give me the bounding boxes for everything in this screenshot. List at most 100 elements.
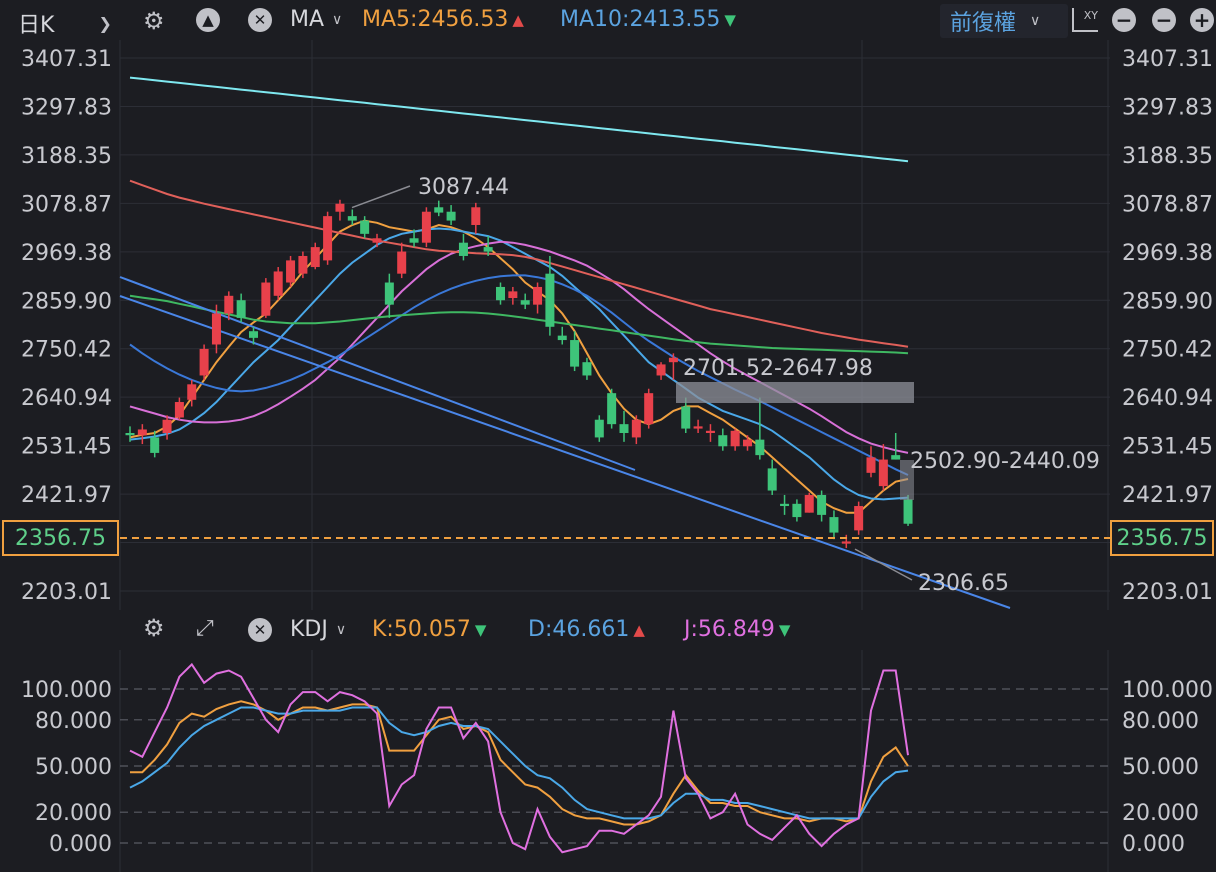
y-tick-label: 2969.38 — [1122, 241, 1213, 266]
kdj-selector[interactable]: KDJ ∨ — [290, 617, 346, 642]
kdj-toolbar: ⚙ ⤢ ✕ KDJ ∨ K:50.057 ▼ D:46.661 ▲ J:56.8… — [0, 610, 1216, 650]
down-arrow-icon: ▼ — [474, 620, 487, 639]
chevron-down-icon: ∨ — [1030, 13, 1041, 29]
up-arrow-icon: ▲ — [512, 10, 524, 29]
candle — [372, 233, 382, 248]
gear-icon[interactable]: ⚙ — [143, 614, 165, 642]
candle — [780, 494, 790, 515]
candle — [533, 282, 543, 314]
period-label: 日K — [18, 13, 55, 38]
y-tick-label: 2203.01 — [21, 580, 112, 605]
candle — [150, 430, 160, 458]
k-legend: K:50.057 ▼ — [372, 617, 486, 642]
candle — [817, 490, 827, 522]
down-arrow-icon: ▼ — [778, 620, 791, 639]
candle — [323, 211, 333, 265]
kdj-y-tick-label: 80.000 — [1122, 709, 1199, 734]
y-tick-label: 2750.42 — [1122, 338, 1213, 363]
gap-zone-upper — [676, 382, 914, 403]
moving-average-lines — [129, 76, 909, 514]
down-arrow-icon: ▼ — [724, 10, 736, 29]
candle — [520, 293, 530, 310]
candle — [162, 415, 172, 440]
zoom-out-icon[interactable]: − — [1112, 8, 1136, 32]
trend-lines — [119, 276, 1011, 609]
y-tick-label: 2421.97 — [21, 483, 112, 508]
shrink-icon[interactable]: − — [1152, 8, 1176, 32]
candle — [767, 459, 777, 495]
current-price-label-right: 2356.75 — [1110, 520, 1214, 556]
zoom-in-icon[interactable]: + — [1190, 8, 1214, 32]
candle — [668, 353, 678, 380]
main-grid — [119, 40, 1110, 610]
gear-icon[interactable]: ⚙ — [143, 7, 165, 35]
candle — [471, 202, 481, 234]
candlestick-chart[interactable]: 3087.44 2701.52-2647.98 2502.90-2440.09 230… — [0, 40, 1216, 610]
candle — [545, 255, 555, 336]
candle — [397, 242, 407, 279]
trend-line-lower — [119, 295, 1011, 609]
xy-label: XY — [1083, 9, 1098, 22]
kdj-y-axis-right: 100.000 80.000 50.000 20.000 0.000 — [1122, 678, 1213, 857]
adjust-selector[interactable]: 前復權 ∨ — [940, 4, 1068, 38]
y-tick-label: 3188.35 — [21, 144, 112, 169]
candle — [619, 410, 629, 442]
candle — [458, 233, 468, 261]
ma-line-ma250 — [129, 76, 909, 163]
current-price-label-left: 2356.75 — [2, 520, 119, 556]
candle — [199, 344, 209, 380]
candle — [347, 209, 357, 225]
high-price-label: 3087.44 — [418, 175, 509, 200]
chevron-down-icon: ∨ — [335, 621, 347, 638]
y-tick-label: 2421.97 — [1122, 483, 1213, 508]
close-icon[interactable]: ✕ — [248, 8, 272, 32]
kdj-y-tick-label: 100.000 — [1122, 678, 1213, 703]
candle — [508, 286, 518, 305]
kdj-y-tick-label: 20.000 — [35, 801, 112, 826]
candle — [236, 293, 246, 323]
candle — [434, 200, 444, 217]
ma-line-ma10 — [129, 227, 909, 501]
candle — [693, 419, 703, 434]
j-value: J:56.849 — [684, 617, 775, 642]
y-tick-label: 2640.94 — [21, 386, 112, 411]
candle — [211, 304, 221, 354]
candle — [298, 251, 308, 279]
kdj-y-tick-label: 100.000 — [21, 678, 112, 703]
candle — [891, 433, 901, 460]
collapse-icon[interactable]: ▲ — [196, 8, 220, 32]
y-tick-label: 2750.42 — [21, 338, 112, 363]
xy-axis-icon[interactable]: XY — [1072, 8, 1098, 32]
y-tick-label: 2969.38 — [21, 241, 112, 266]
y-tick-label: 3078.87 — [21, 192, 112, 217]
adjust-label: 前復權 — [950, 11, 1017, 36]
candle — [582, 357, 592, 380]
y-tick-label: 3078.87 — [1122, 192, 1213, 217]
candle — [878, 444, 888, 491]
gap-zone-lower-label: 2502.90-2440.09 — [910, 449, 1100, 474]
candle — [224, 291, 234, 321]
ma-line-ma30 — [129, 274, 909, 476]
trend-line-upper — [119, 276, 636, 471]
kdj-chart[interactable]: 100.000 80.000 50.000 20.000 0.000 100.000 80… — [0, 650, 1216, 872]
period-selector[interactable]: 日K ❯ — [18, 7, 112, 39]
y-tick-label: 2859.90 — [21, 289, 112, 314]
candle — [792, 499, 802, 522]
close-icon[interactable]: ✕ — [248, 618, 272, 642]
expand-icon[interactable]: ⤢ — [196, 616, 214, 641]
kdj-y-tick-label: 80.000 — [35, 709, 112, 734]
kdj-line-d — [129, 706, 909, 820]
candle — [310, 242, 320, 270]
chevron-down-icon: ❯ — [98, 13, 112, 33]
indicator-selector[interactable]: MA ∨ — [290, 7, 342, 32]
candle — [273, 267, 283, 301]
candle — [866, 446, 876, 478]
ma-line-ma120 — [129, 179, 909, 348]
y-tick-label: 2859.90 — [1122, 289, 1213, 314]
low-price-label: 2306.65 — [918, 571, 1009, 596]
candle — [681, 397, 691, 434]
k-value: K:50.057 — [372, 617, 471, 642]
gap-zone-lower — [900, 460, 914, 500]
candle — [137, 424, 147, 445]
candle — [755, 397, 765, 460]
